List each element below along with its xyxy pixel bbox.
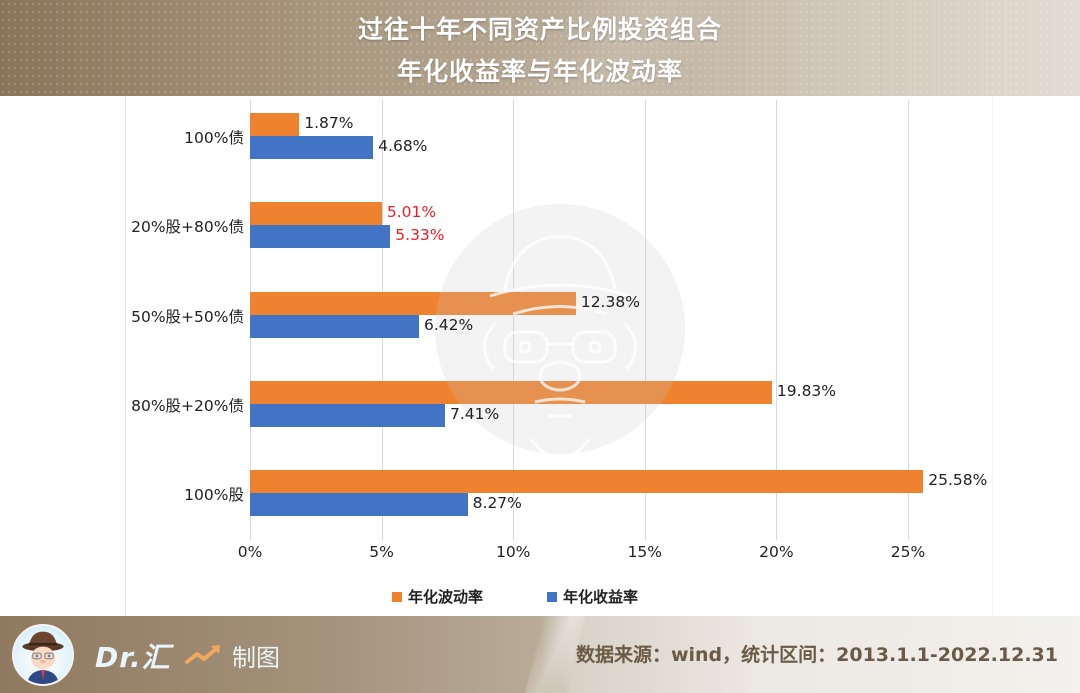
return-value-label: 6.42% [423, 316, 474, 334]
volatility-bar [250, 470, 924, 493]
x-tick-label: 0% [237, 543, 263, 561]
volatility-bar [250, 202, 382, 225]
footer-banner: Dr.汇 制图 数据来源：wind，统计区间：2013.1.1-2022.12.… [0, 616, 1080, 693]
x-tick-label: 25% [890, 543, 926, 561]
x-tick-label: 15% [627, 543, 663, 561]
trend-up-icon [185, 645, 220, 664]
return-value-label: 4.68% [378, 137, 428, 155]
volatility-value-label: 25.58% [928, 471, 988, 489]
volatility-value-label: 1.87% [304, 114, 354, 132]
legend-swatch-orange [392, 591, 402, 602]
category-label: 20%股+80%债 [131, 218, 244, 236]
volatility-bar [250, 292, 576, 315]
chart-title-line2: 年化收益率与年化波动率 [396, 57, 683, 86]
return-bar [250, 225, 391, 248]
volatility-bar [250, 113, 300, 136]
x-tick-label: 5% [369, 543, 394, 561]
category-label: 100%债 [184, 129, 244, 147]
gridline [644, 100, 646, 540]
volatility-bar [250, 381, 772, 404]
legend-label: 年化波动率 [408, 588, 484, 606]
volatility-value-label: 5.01% [386, 203, 437, 221]
made-by-label: 制图 [232, 644, 280, 672]
category-label: 80%股+20%债 [131, 397, 244, 415]
data-source-note: 数据来源：wind，统计区间：2013.1.1-2022.12.31 [575, 644, 1058, 666]
legend-swatch-blue [547, 591, 557, 602]
return-value-label: 7.41% [450, 405, 500, 423]
category-label: 100%股 [184, 486, 244, 504]
gridline [776, 100, 778, 540]
return-bar [250, 315, 419, 338]
brand-logo: Dr.汇 [95, 641, 171, 674]
plot-area [125, 96, 993, 616]
return-value-label: 5.33% [395, 226, 445, 244]
chart-title-line1: 过往十年不同资产比例投资组合 [357, 15, 722, 44]
legend-item-volatility: 年化波动率 [392, 586, 483, 607]
chart-legend: 年化波动率 年化收益率 [0, 586, 1080, 606]
x-tick-label: 20% [759, 543, 794, 561]
avatar [12, 624, 74, 686]
x-tick-label: 10% [495, 543, 531, 561]
volatility-value-label: 19.83% [776, 382, 837, 400]
return-bar [250, 136, 374, 159]
return-bar [250, 404, 446, 427]
legend-label: 年化收益率 [563, 588, 639, 606]
return-value-label: 8.27% [472, 494, 522, 512]
gridline [908, 100, 909, 540]
return-bar [250, 493, 468, 516]
header-banner: 过往十年不同资产比例投资组合 年化收益率与年化波动率 [0, 0, 1080, 96]
legend-item-return: 年化收益率 [547, 586, 638, 607]
category-label: 50%股+50%债 [131, 308, 244, 326]
gridline [513, 100, 515, 540]
volatility-value-label: 12.38% [580, 293, 640, 311]
